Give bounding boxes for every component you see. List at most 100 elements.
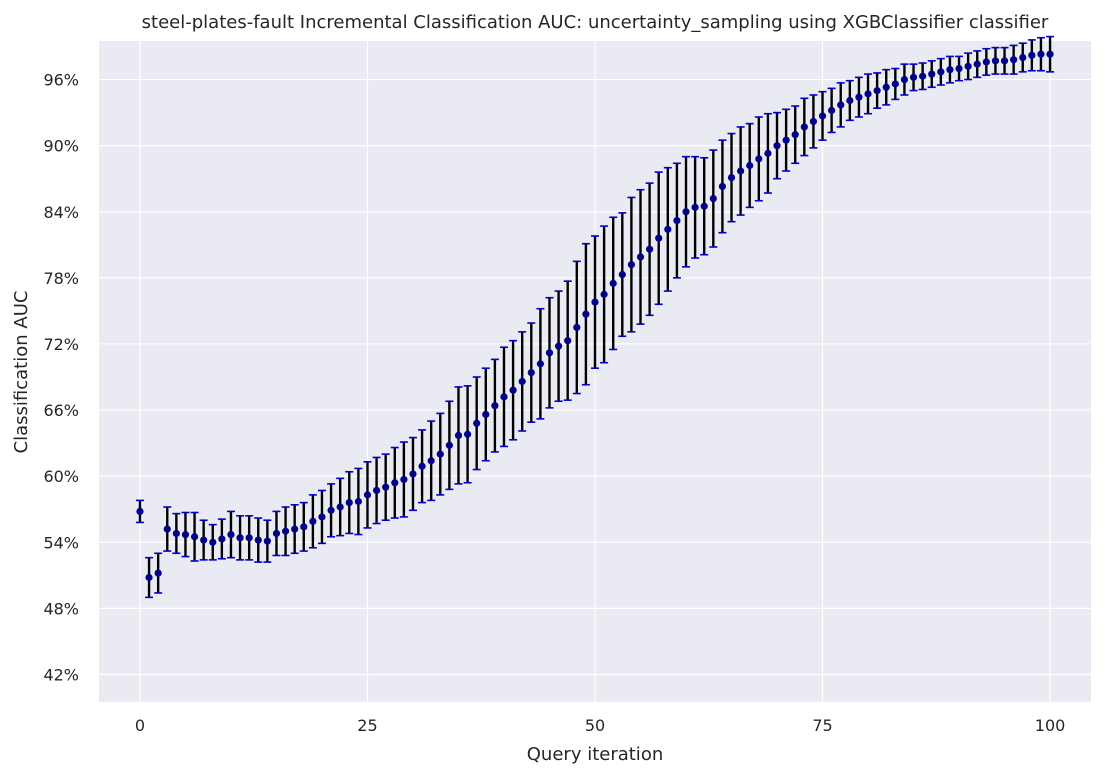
y-tick-label: 42% xyxy=(43,665,79,684)
data-point xyxy=(646,245,654,253)
data-point xyxy=(618,270,626,279)
data-point xyxy=(354,497,362,506)
error-bar-point xyxy=(399,441,408,518)
error-bar-point xyxy=(818,90,827,141)
data-point xyxy=(573,323,581,332)
error-bar-point xyxy=(909,63,918,92)
error-bar-point xyxy=(472,376,481,471)
error-bar-point xyxy=(217,518,226,560)
data-point xyxy=(982,58,990,66)
error-bar-point xyxy=(581,242,590,386)
error-bar-point xyxy=(827,87,836,134)
data-point xyxy=(655,234,663,242)
data-point xyxy=(809,117,818,126)
error-bar-point xyxy=(918,62,927,91)
data-point xyxy=(909,73,918,81)
data-point xyxy=(691,203,699,211)
data-point xyxy=(636,253,645,261)
data-point xyxy=(964,62,972,70)
data-point xyxy=(664,225,672,233)
data-point xyxy=(136,507,144,516)
error-bar-point xyxy=(891,67,900,101)
data-point xyxy=(737,167,745,175)
data-point xyxy=(673,216,681,225)
x-tick-label: 100 xyxy=(1035,716,1066,735)
error-bar-point xyxy=(672,162,681,279)
error-bar-point xyxy=(181,511,190,558)
error-bar-point xyxy=(199,519,208,561)
data-point xyxy=(1037,50,1045,58)
data-point xyxy=(873,86,881,95)
error-bar-point xyxy=(554,290,563,403)
y-tick-label: 78% xyxy=(43,269,79,288)
error-bar-point xyxy=(454,386,463,485)
error-bar-point xyxy=(336,477,345,537)
error-bar-point xyxy=(627,196,636,333)
error-bar-point xyxy=(263,519,272,563)
error-bar-point xyxy=(299,501,308,552)
error-bar-point xyxy=(408,436,417,512)
data-point xyxy=(1000,57,1009,65)
chart-title: steel-plates-fault Incremental Classific… xyxy=(142,12,1049,33)
data-point xyxy=(382,483,390,491)
data-point xyxy=(919,72,927,80)
error-bar-point xyxy=(536,307,545,420)
data-point xyxy=(236,534,244,542)
y-tick-labels: 42% 48% 54% 60% 66% 72% 78% 84% 90% 96% xyxy=(43,71,79,685)
error-bar-point xyxy=(327,483,336,538)
y-tick-label: 48% xyxy=(43,599,79,618)
data-point xyxy=(245,534,253,542)
data-point xyxy=(327,506,335,514)
data-point xyxy=(218,535,226,543)
x-tick-labels: 0 25 50 75 100 xyxy=(135,716,1065,735)
data-point xyxy=(163,525,171,533)
data-point xyxy=(372,486,381,495)
data-point xyxy=(709,194,717,203)
data-point xyxy=(200,536,208,544)
data-point xyxy=(855,93,863,101)
error-bar-point xyxy=(845,79,854,122)
error-bar-point xyxy=(836,82,845,128)
error-bar-point xyxy=(691,155,700,259)
error-bar-point xyxy=(1046,35,1055,73)
data-point xyxy=(591,298,599,306)
error-bar-point xyxy=(763,112,772,194)
x-tick-label: 75 xyxy=(812,716,832,735)
data-point xyxy=(418,462,426,470)
data-point xyxy=(882,83,890,91)
data-point xyxy=(509,386,517,394)
error-bar-point xyxy=(236,515,245,561)
y-tick-label: 54% xyxy=(43,533,79,552)
error-bar-point xyxy=(745,122,754,209)
error-bar-point xyxy=(381,453,390,522)
error-bar-point xyxy=(163,506,172,552)
data-point xyxy=(391,479,399,487)
error-bar-point xyxy=(445,400,454,491)
data-point xyxy=(846,96,854,105)
error-bar-point xyxy=(281,506,290,557)
error-bar-point xyxy=(363,461,372,529)
data-point xyxy=(828,106,836,115)
data-point xyxy=(436,450,444,458)
error-bar-point xyxy=(272,510,281,557)
data-point xyxy=(181,530,190,539)
error-bar-point xyxy=(418,429,427,504)
error-bar-point xyxy=(900,63,909,96)
error-bar-point xyxy=(563,280,572,401)
data-point xyxy=(263,537,271,545)
error-bar-point xyxy=(645,182,654,317)
data-points xyxy=(135,35,1055,599)
x-tick-label: 50 xyxy=(585,716,605,735)
data-point xyxy=(600,290,608,298)
error-bar-point xyxy=(527,322,536,423)
data-point xyxy=(946,66,954,74)
data-point xyxy=(227,530,235,539)
error-bar-point xyxy=(390,446,399,519)
error-bar-point xyxy=(545,296,554,409)
error-bar-point xyxy=(809,94,818,149)
data-point xyxy=(291,525,299,533)
error-bar-point xyxy=(208,523,217,561)
data-point xyxy=(764,149,772,157)
data-point xyxy=(1010,56,1018,64)
data-point xyxy=(973,60,981,68)
